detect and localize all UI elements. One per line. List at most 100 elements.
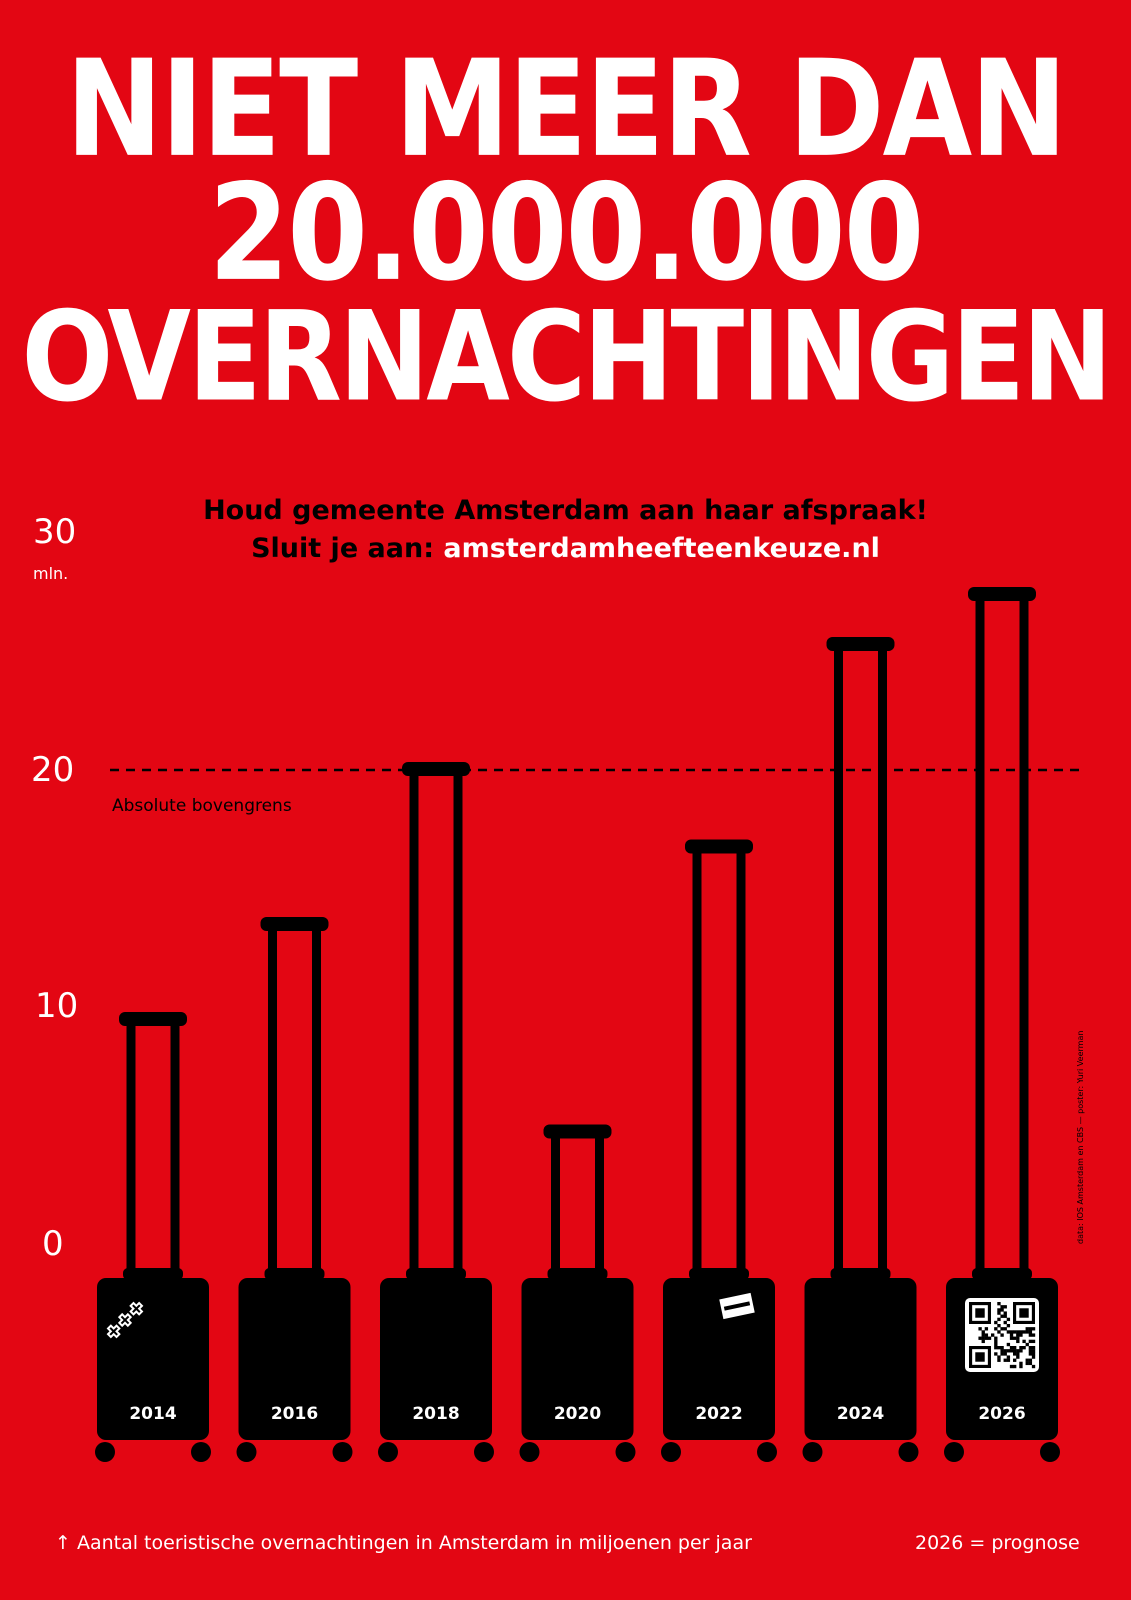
qr-module bbox=[1025, 1330, 1029, 1334]
qr-module bbox=[1028, 1349, 1033, 1353]
wheel-left bbox=[802, 1442, 823, 1462]
qr-module bbox=[984, 1336, 989, 1340]
wheel-right bbox=[191, 1442, 211, 1462]
qr-module bbox=[1006, 1349, 1011, 1353]
qr-module bbox=[1028, 1330, 1033, 1334]
qr-module bbox=[1006, 1317, 1011, 1322]
wheel-left bbox=[519, 1442, 540, 1462]
handle-collar bbox=[547, 1268, 608, 1280]
qr-module bbox=[981, 1339, 985, 1344]
qr-module bbox=[1000, 1349, 1004, 1353]
qr-module bbox=[1000, 1333, 1004, 1337]
qr-module bbox=[1022, 1346, 1026, 1350]
qr-module bbox=[1025, 1342, 1029, 1347]
handle-collar bbox=[689, 1268, 749, 1280]
qr-module bbox=[1000, 1314, 1004, 1318]
qr-module bbox=[1003, 1358, 1007, 1362]
year-label-2018: 2018 bbox=[412, 1404, 459, 1424]
handle-pole-left bbox=[692, 847, 702, 1278]
qr-module bbox=[1013, 1364, 1017, 1369]
wheel-right bbox=[1040, 1442, 1060, 1462]
headline-line-3: OVERNACHTINGEN bbox=[21, 285, 1112, 430]
qr-module bbox=[1003, 1314, 1007, 1318]
qr-module bbox=[1009, 1336, 1014, 1340]
reference-line-label: Absolute bovengrens bbox=[112, 796, 292, 816]
y-tick-0: 0 bbox=[42, 1224, 64, 1264]
qr-module bbox=[997, 1346, 1001, 1350]
y-tick-30: 30 bbox=[33, 512, 77, 552]
qr-module bbox=[1006, 1342, 1011, 1347]
handle-pole-right bbox=[595, 1132, 604, 1278]
handle-pole-left bbox=[834, 645, 843, 1278]
headline-line-2: 20.000.000 bbox=[208, 155, 925, 312]
qr-finder-core bbox=[1019, 1308, 1029, 1318]
qr-module bbox=[997, 1311, 1001, 1315]
qr-module bbox=[1031, 1349, 1036, 1353]
qr-module bbox=[984, 1333, 989, 1337]
campaign-url[interactable]: amsterdamheefteenkeuze.nl bbox=[443, 533, 880, 564]
qr-module bbox=[1031, 1333, 1036, 1337]
qr-module bbox=[981, 1330, 985, 1334]
y-tick-20: 20 bbox=[31, 750, 75, 790]
qr-module bbox=[1009, 1349, 1014, 1353]
qr-module bbox=[1025, 1327, 1029, 1331]
qr-module bbox=[1031, 1355, 1036, 1359]
qr-code-sticker bbox=[965, 1298, 1039, 1372]
qr-module bbox=[1009, 1346, 1014, 1350]
wheel-right bbox=[615, 1442, 636, 1462]
y-axis-unit: mln. bbox=[33, 564, 69, 583]
wheel-left bbox=[378, 1442, 398, 1462]
x-cross bbox=[129, 1301, 144, 1316]
amsterdam-crosses-sticker bbox=[106, 1301, 144, 1339]
handle-pole-right bbox=[453, 770, 463, 1278]
handle-pole-right bbox=[170, 1020, 180, 1278]
handle-pole-right bbox=[1019, 595, 1029, 1278]
handle-grip bbox=[685, 839, 753, 854]
headline: NIET MEER DAN 20.000.000 OVERNACHTINGEN bbox=[0, 38, 1131, 429]
year-label-2024: 2024 bbox=[837, 1404, 884, 1424]
qr-module bbox=[1013, 1336, 1017, 1340]
qr-module bbox=[1000, 1327, 1004, 1331]
flag-sticker bbox=[719, 1292, 755, 1320]
qr-module bbox=[1013, 1330, 1017, 1334]
qr-module bbox=[1003, 1352, 1007, 1356]
qr-module bbox=[997, 1355, 1001, 1359]
qr-module bbox=[1009, 1364, 1014, 1369]
handle-collar bbox=[830, 1268, 891, 1280]
handle-grip bbox=[543, 1124, 612, 1139]
qr-module bbox=[1013, 1346, 1017, 1350]
qr-module bbox=[1028, 1358, 1033, 1362]
handle-pole-left bbox=[975, 595, 985, 1278]
year-label-2026: 2026 bbox=[978, 1404, 1025, 1424]
handle-pole-right bbox=[878, 645, 887, 1278]
qr-module bbox=[1031, 1346, 1036, 1350]
handle-pole-left bbox=[126, 1020, 136, 1278]
qr-module bbox=[1025, 1358, 1029, 1362]
year-label-2016: 2016 bbox=[271, 1404, 318, 1424]
qr-module bbox=[1003, 1349, 1007, 1353]
qr-module bbox=[1031, 1364, 1036, 1369]
wheel-left bbox=[236, 1442, 257, 1462]
qr-module bbox=[1006, 1358, 1011, 1362]
wheel-right bbox=[332, 1442, 353, 1462]
footer-note: 2026 = prognose bbox=[915, 1532, 1080, 1554]
year-label-2014: 2014 bbox=[129, 1404, 176, 1424]
qr-module bbox=[994, 1352, 998, 1356]
handle-collar bbox=[972, 1268, 1032, 1280]
handle-grip bbox=[968, 587, 1036, 601]
qr-finder-core bbox=[975, 1352, 985, 1362]
qr-module bbox=[981, 1336, 985, 1340]
qr-module bbox=[1016, 1330, 1020, 1334]
qr-module bbox=[978, 1327, 982, 1331]
suitcase-bar-2016: 2016 bbox=[236, 917, 353, 1462]
handle-collar bbox=[264, 1268, 325, 1280]
handle-collar bbox=[123, 1268, 183, 1280]
handle-pole-right bbox=[736, 847, 746, 1278]
qr-module bbox=[994, 1336, 998, 1340]
qr-module bbox=[1028, 1333, 1033, 1337]
qr-module bbox=[1000, 1346, 1004, 1350]
wheel-left bbox=[944, 1442, 964, 1462]
qr-module bbox=[1016, 1336, 1020, 1340]
suitcase-body bbox=[663, 1278, 775, 1440]
suitcase-body bbox=[804, 1278, 917, 1440]
